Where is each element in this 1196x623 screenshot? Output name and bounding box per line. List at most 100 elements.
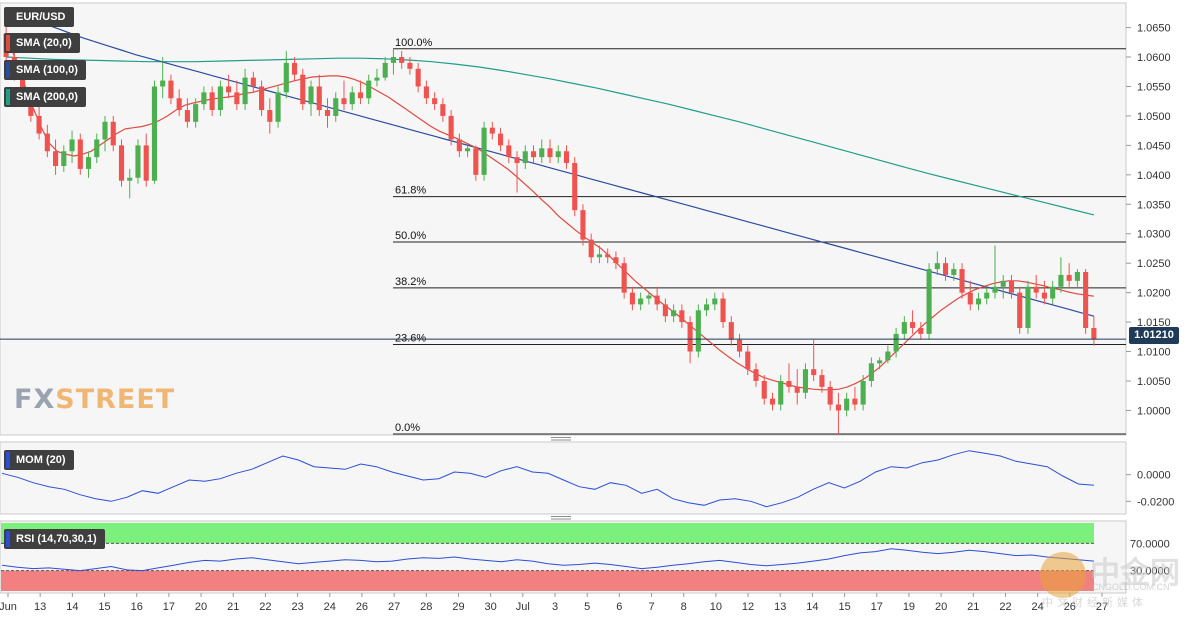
candle	[901, 316, 907, 340]
logo-fx: FX	[14, 384, 56, 415]
legend-mom[interactable]: MOM (20)	[4, 450, 74, 470]
candle	[423, 80, 429, 105]
legend-sma200-label: SMA (200,0)	[16, 91, 78, 103]
candle	[761, 375, 767, 405]
x-tick-label: 26	[356, 601, 368, 613]
candle	[720, 292, 726, 328]
candle	[942, 257, 949, 281]
fib-label: 38.2%	[395, 276, 426, 288]
legend-sma100[interactable]: SMA (100,0)	[4, 60, 86, 80]
candle	[671, 304, 677, 323]
mom-line	[1, 450, 1095, 508]
candle	[193, 98, 199, 128]
rsi-swatch	[6, 531, 10, 547]
x-tick-label: 21	[967, 601, 979, 613]
legend-rsi-label: RSI (14,70,30,1)	[16, 533, 97, 545]
x-tick-label: 8	[681, 601, 687, 613]
candle	[877, 357, 883, 370]
candle	[275, 86, 281, 128]
x-tick-label: 22	[999, 601, 1011, 613]
mom-swatch	[6, 452, 10, 468]
pane-splitter[interactable]	[551, 516, 571, 520]
candle	[860, 375, 866, 411]
candle	[1033, 274, 1039, 299]
candle	[646, 292, 652, 305]
candle	[85, 151, 92, 178]
x-tick-label: 27	[1096, 601, 1108, 613]
y-tick-label: 1.0350	[1137, 199, 1171, 211]
candle	[514, 151, 520, 193]
candle	[456, 133, 462, 158]
candle	[984, 286, 990, 305]
candle	[209, 86, 215, 116]
candle	[704, 298, 710, 317]
watermark-cn: 中金网	[1090, 556, 1180, 591]
candle	[489, 121, 495, 140]
candle	[357, 80, 364, 105]
candle	[605, 248, 611, 264]
x-tick-label: 22	[259, 601, 271, 613]
candle	[811, 339, 817, 381]
x-tick-label: 7	[648, 601, 654, 613]
candle	[316, 74, 322, 116]
y-tick-label: 1.0550	[1137, 81, 1171, 93]
pane-splitter[interactable]	[551, 437, 571, 441]
candle	[382, 57, 388, 81]
x-tick-label: 14	[66, 601, 78, 613]
candle	[250, 71, 256, 93]
candle	[844, 392, 850, 417]
legend-sma20[interactable]: SMA (20,0)	[4, 33, 80, 53]
candle	[819, 369, 825, 393]
x-tick-label: Jul	[516, 601, 530, 613]
candle	[967, 280, 973, 311]
candle	[802, 363, 809, 399]
candle	[399, 51, 405, 69]
candle	[465, 145, 471, 158]
candle	[102, 115, 108, 152]
candle	[374, 68, 380, 87]
x-tick-label: 17	[163, 601, 175, 613]
y-tick-label: 1.0450	[1137, 140, 1171, 152]
candle	[975, 292, 982, 311]
symbol-text: EUR/USD	[16, 11, 66, 23]
candle	[498, 127, 504, 152]
candle	[151, 80, 158, 184]
candle	[588, 233, 594, 264]
x-tick-label: 30	[485, 601, 497, 613]
candle	[432, 92, 438, 111]
candle	[654, 286, 660, 311]
candle	[69, 130, 75, 164]
symbol-label: EUR/USD	[4, 7, 74, 27]
y-tick-label: 1.0100	[1137, 347, 1171, 359]
candle	[728, 316, 734, 346]
candle	[448, 110, 454, 146]
candle	[415, 62, 421, 93]
legend-rsi[interactable]: RSI (14,70,30,1)	[4, 529, 105, 549]
candle	[366, 74, 372, 105]
x-tick-label: 16	[131, 601, 143, 613]
candle	[934, 251, 940, 275]
candle	[778, 375, 784, 411]
candle	[53, 139, 59, 175]
candle	[679, 304, 685, 328]
x-tick-label: 26	[1064, 601, 1076, 613]
x-tick-label: 27	[388, 601, 400, 613]
y-tick-label: 1.0250	[1137, 258, 1171, 270]
candle	[547, 139, 553, 164]
candle	[473, 145, 479, 181]
cngold-watermark: 中金网 CNGOLD.COM.CN 中文财经新媒体	[1040, 546, 1190, 610]
candle	[201, 86, 207, 111]
candle	[308, 80, 314, 116]
candle	[226, 74, 232, 99]
fib-label: 50.0%	[395, 230, 426, 242]
candle	[77, 133, 83, 175]
x-tick-label: 20	[935, 601, 947, 613]
candle	[852, 386, 858, 411]
candle	[324, 98, 331, 128]
candle	[794, 369, 800, 405]
candle	[267, 98, 273, 134]
candle	[300, 68, 306, 111]
legend-sma200[interactable]: SMA (200,0)	[4, 87, 86, 107]
fib-label: 61.8%	[395, 185, 426, 197]
candle	[1050, 280, 1056, 305]
